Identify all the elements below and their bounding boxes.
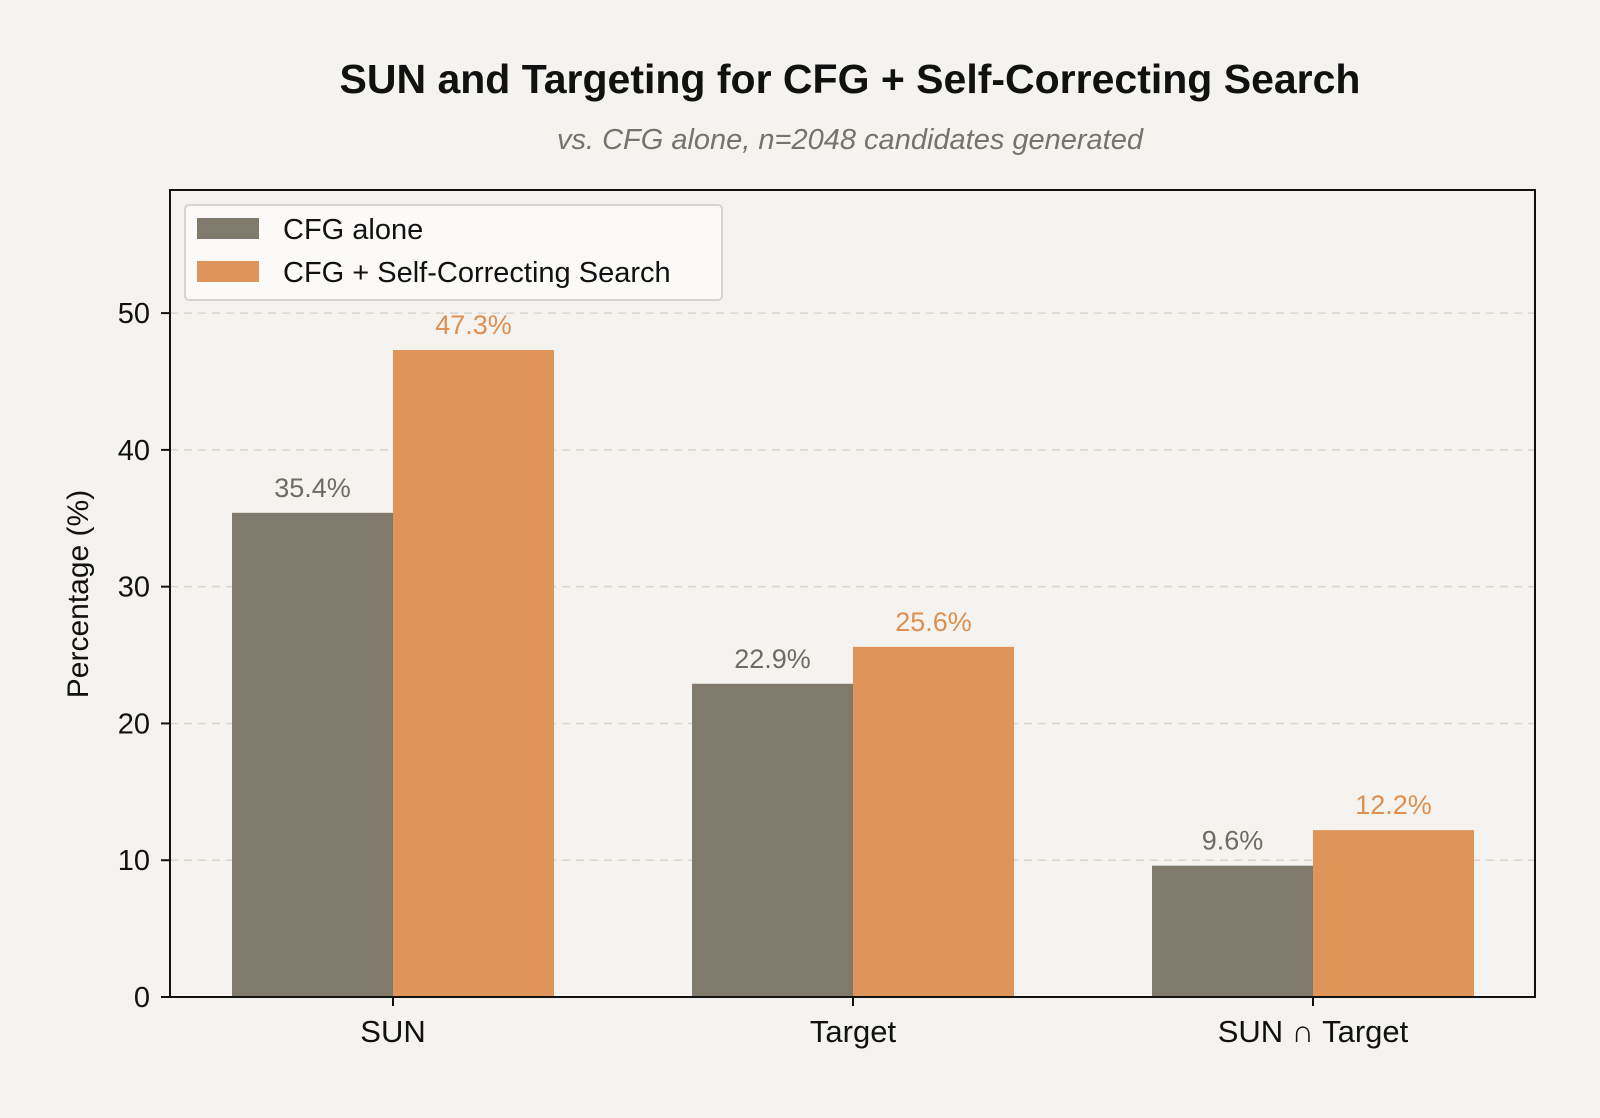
x-tick-label: SUN ∩ Target bbox=[1218, 1014, 1409, 1049]
y-axis-label: Percentage (%) bbox=[62, 490, 95, 698]
legend: CFG alone CFG + Self-Correcting Search bbox=[184, 204, 723, 301]
y-tick-label: 10 bbox=[118, 845, 150, 877]
bar bbox=[853, 646, 1014, 997]
legend-label: CFG + Self-Correcting Search bbox=[283, 257, 671, 289]
data-label: 9.6% bbox=[1202, 826, 1264, 856]
legend-swatch bbox=[197, 218, 259, 239]
y-tick-label: 30 bbox=[118, 572, 150, 604]
legend-swatch bbox=[197, 261, 259, 282]
y-tick-label: 50 bbox=[118, 298, 150, 330]
bar bbox=[692, 683, 853, 997]
bar bbox=[1313, 830, 1474, 997]
axis-ticks: 0 10 20 30 40 50 SUN Target SUN ∩ Target bbox=[118, 298, 1409, 1049]
data-label: 22.9% bbox=[734, 644, 811, 674]
data-label: 35.4% bbox=[274, 473, 351, 503]
bar bbox=[232, 512, 393, 997]
bar bbox=[1152, 865, 1313, 997]
y-tick-label: 40 bbox=[118, 435, 150, 467]
x-tick-label: SUN bbox=[360, 1014, 425, 1049]
y-tick-label: 0 bbox=[134, 982, 150, 1014]
legend-label: CFG alone bbox=[283, 214, 423, 246]
data-label: 12.2% bbox=[1355, 790, 1432, 820]
chart-title: SUN and Targeting for CFG + Self-Correct… bbox=[339, 56, 1361, 102]
data-label: 25.6% bbox=[895, 607, 972, 637]
legend-box bbox=[184, 204, 723, 301]
data-labels: 35.4% 22.9% 9.6% 47.3% 25.6% 12.2% bbox=[274, 310, 1432, 856]
bar bbox=[393, 350, 554, 997]
x-tick-label: Target bbox=[810, 1014, 897, 1049]
y-tick-label: 20 bbox=[118, 708, 150, 740]
chart-subtitle: vs. CFG alone, n=2048 candidates generat… bbox=[556, 124, 1144, 156]
data-label: 47.3% bbox=[435, 310, 512, 340]
bars bbox=[232, 350, 1474, 997]
